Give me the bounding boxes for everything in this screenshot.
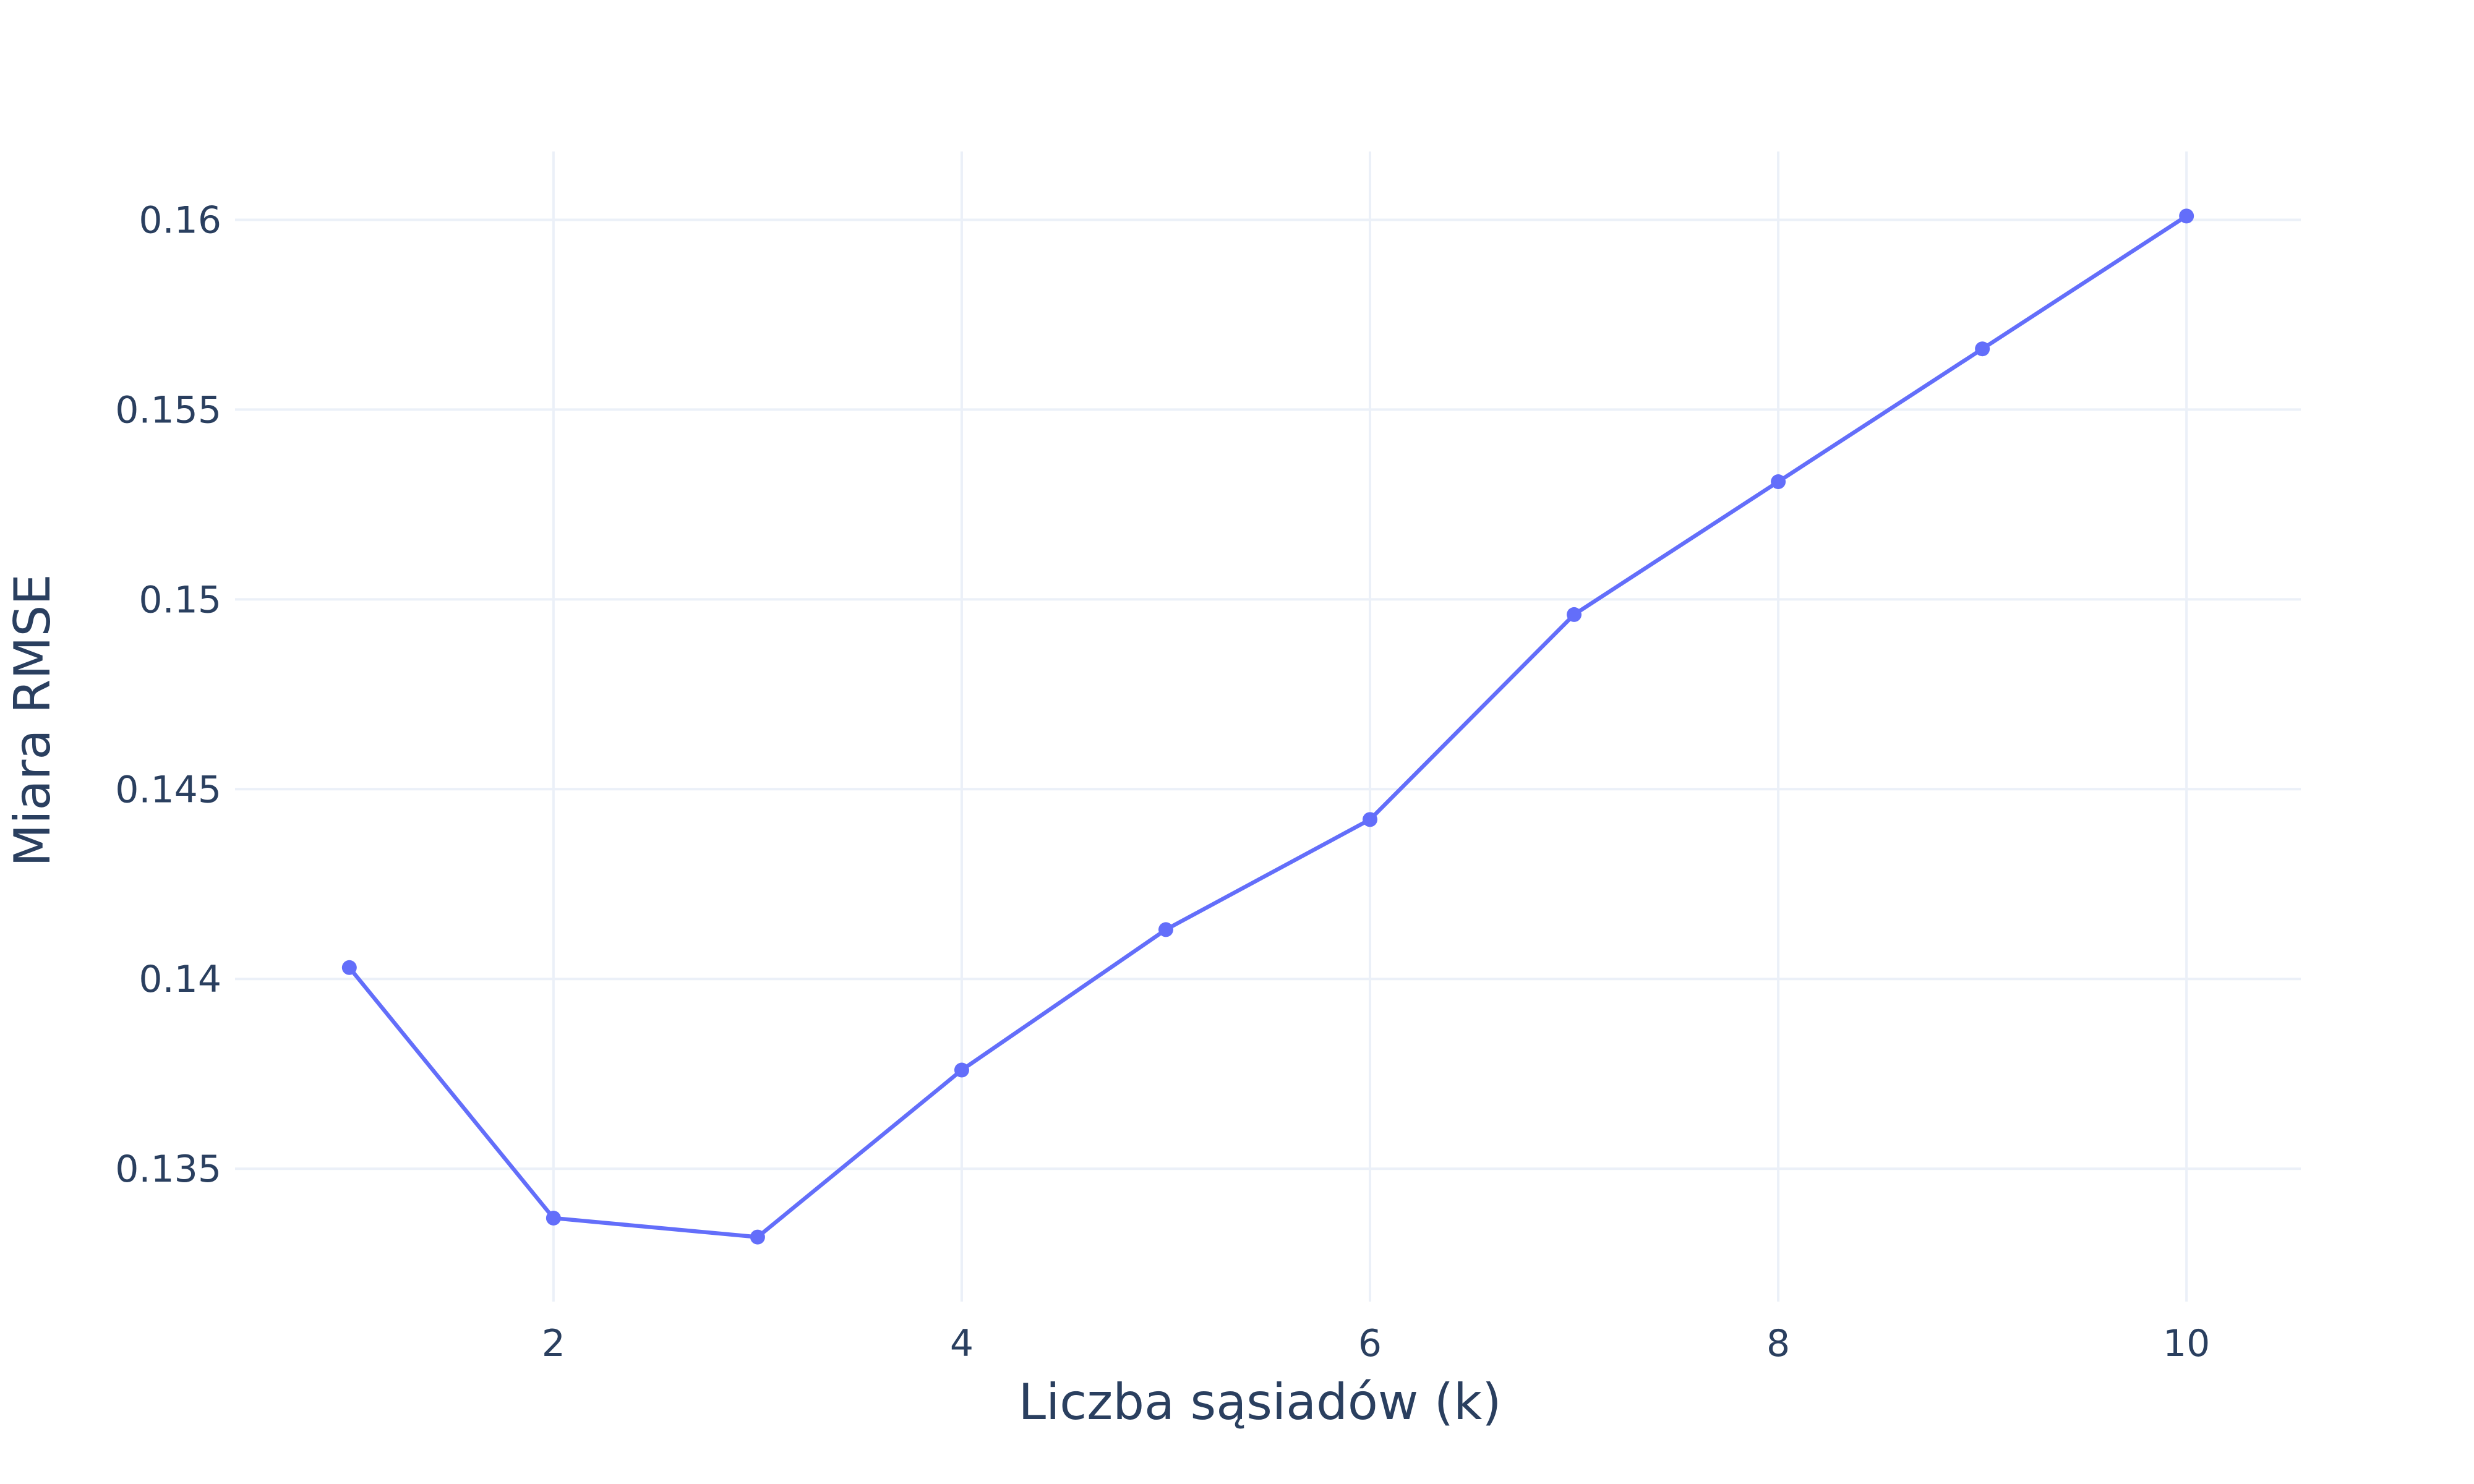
x-gridlines bbox=[552, 151, 2188, 1302]
y-tick-label: 0.145 bbox=[115, 768, 221, 811]
y-gridlines bbox=[235, 218, 2301, 1171]
y-tick-label: 0.15 bbox=[139, 578, 221, 621]
data-point bbox=[2179, 208, 2194, 224]
data-point bbox=[546, 1210, 561, 1226]
data-point bbox=[1771, 474, 1786, 490]
y-tick-label: 0.135 bbox=[115, 1148, 221, 1191]
data-point bbox=[341, 960, 357, 975]
y-tick-labels: 0.135 0.14 0.145 0.15 0.155 0.16 bbox=[115, 198, 221, 1191]
x-tick-label: 6 bbox=[1358, 1322, 1382, 1365]
y-tick-label: 0.155 bbox=[115, 388, 221, 432]
x-axis-title: Liczba sąsiadów (k) bbox=[1019, 1373, 1502, 1431]
data-point bbox=[1363, 812, 1378, 827]
data-point bbox=[1975, 341, 1990, 357]
series-line bbox=[347, 214, 2189, 1239]
x-tick-label: 10 bbox=[2163, 1322, 2210, 1365]
data-point bbox=[750, 1229, 765, 1245]
data-point bbox=[1567, 607, 1582, 622]
data-point bbox=[954, 1062, 969, 1078]
series-layer bbox=[341, 208, 2194, 1245]
x-tick-label: 8 bbox=[1766, 1322, 1790, 1365]
y-tick-label: 0.14 bbox=[139, 958, 221, 1001]
y-axis-title: Miara RMSE bbox=[4, 574, 61, 867]
x-tick-label: 2 bbox=[542, 1322, 565, 1365]
x-tick-label: 4 bbox=[950, 1322, 974, 1365]
y-tick-label: 0.16 bbox=[139, 198, 221, 242]
data-point bbox=[1158, 922, 1173, 937]
x-tick-labels: 2 4 6 8 10 bbox=[542, 1322, 2211, 1365]
